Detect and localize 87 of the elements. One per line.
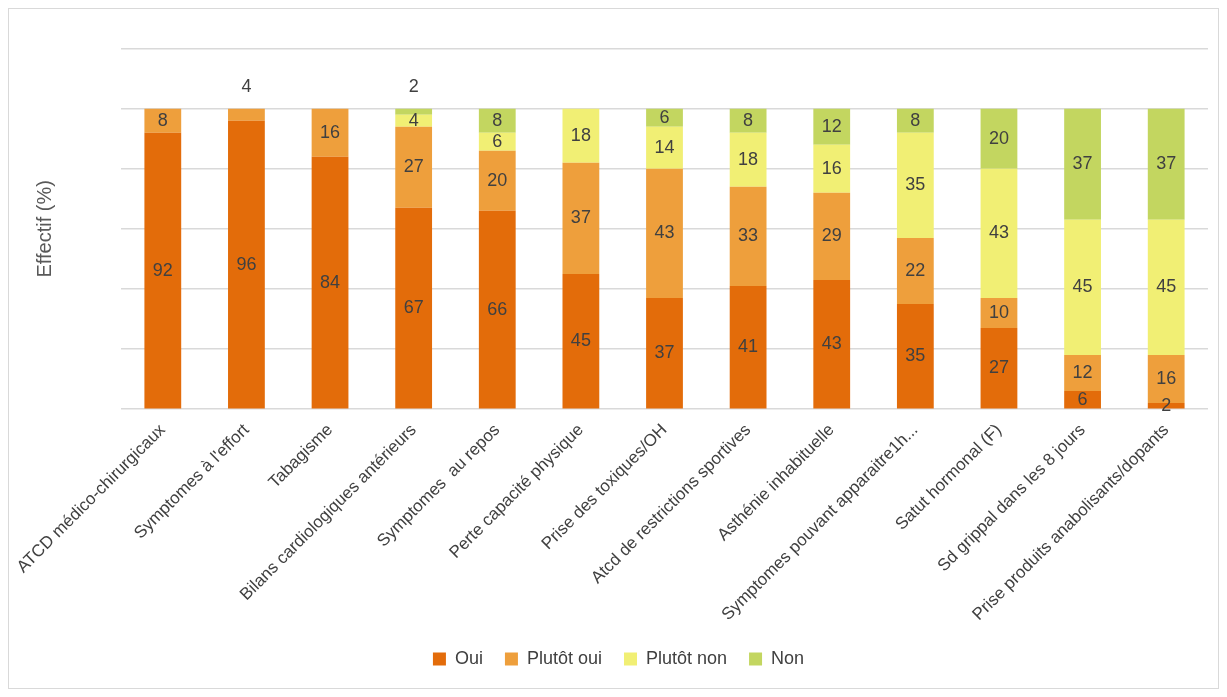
data-label: 41 xyxy=(738,336,759,357)
data-label: 20 xyxy=(988,127,1009,148)
bar xyxy=(311,108,349,157)
data-label: 96 xyxy=(236,253,257,274)
bar xyxy=(729,285,767,409)
data-label: 92 xyxy=(152,259,173,280)
bar xyxy=(729,108,767,133)
data-label: 16 xyxy=(1156,368,1177,389)
data-label: 43 xyxy=(654,222,675,243)
bar xyxy=(562,162,600,274)
data-label: 37 xyxy=(1156,153,1177,174)
data-label: 22 xyxy=(905,259,926,280)
bar xyxy=(395,108,433,115)
data-label: 35 xyxy=(905,345,926,366)
bar xyxy=(311,156,349,409)
data-label: 6 xyxy=(659,106,670,127)
bar xyxy=(478,108,516,133)
data-label: 18 xyxy=(570,124,591,145)
data-label: 45 xyxy=(1156,276,1177,297)
bar xyxy=(1147,219,1185,356)
data-label: 29 xyxy=(821,225,842,246)
data-label: 6 xyxy=(492,130,503,151)
bar xyxy=(980,168,1018,298)
bar xyxy=(896,132,934,238)
bar xyxy=(729,132,767,187)
data-label: 8 xyxy=(492,109,503,130)
bar xyxy=(478,210,516,409)
bar xyxy=(646,297,683,409)
bar xyxy=(729,186,767,286)
data-label: 18 xyxy=(738,148,759,169)
bar xyxy=(228,120,265,409)
bar xyxy=(813,279,851,409)
data-label: 66 xyxy=(487,298,508,319)
data-label: 8 xyxy=(910,109,921,130)
bar xyxy=(562,273,600,409)
data-label: 27 xyxy=(988,357,1009,378)
data-label: 16 xyxy=(320,121,341,142)
bar xyxy=(478,150,516,211)
data-label: 37 xyxy=(1072,153,1093,174)
data-label: 45 xyxy=(570,330,591,351)
bar xyxy=(896,108,934,133)
bar xyxy=(980,108,1018,169)
data-label: 37 xyxy=(654,342,675,363)
bar xyxy=(144,132,182,409)
data-label: 37 xyxy=(570,207,591,228)
bar xyxy=(896,303,934,409)
data-label: 8 xyxy=(743,109,754,130)
data-label: 43 xyxy=(821,333,842,354)
y-axis-title: Effectif (%) xyxy=(32,180,55,278)
data-label: 43 xyxy=(988,222,1009,243)
bar xyxy=(813,144,851,193)
data-label: 84 xyxy=(320,271,341,292)
data-label: 12 xyxy=(1072,362,1093,383)
bar xyxy=(1064,219,1101,356)
data-label: 20 xyxy=(487,169,508,190)
data-label: 8 xyxy=(157,109,168,130)
bar xyxy=(980,328,1018,409)
legend-label: Oui xyxy=(454,647,483,668)
legend-label: Non xyxy=(771,647,805,668)
data-label: 27 xyxy=(403,156,424,177)
bar xyxy=(896,237,934,304)
data-label: 4 xyxy=(241,75,252,96)
data-label: 45 xyxy=(1072,276,1093,297)
bar xyxy=(395,207,433,409)
data-label: 6 xyxy=(1077,388,1088,409)
bar xyxy=(144,108,182,133)
bar xyxy=(813,192,851,280)
legend-label: Plutôt oui xyxy=(526,647,602,668)
bar xyxy=(1064,355,1101,392)
data-label: 67 xyxy=(403,297,424,318)
bar xyxy=(813,108,851,145)
bar xyxy=(395,126,433,208)
bar xyxy=(1147,108,1185,220)
data-label: 35 xyxy=(905,174,926,195)
bar xyxy=(562,108,600,163)
data-label: 10 xyxy=(988,301,1009,322)
data-label: 12 xyxy=(821,115,842,136)
data-label: 14 xyxy=(654,136,675,157)
bar xyxy=(1064,108,1101,220)
bar xyxy=(646,168,683,298)
data-label: 16 xyxy=(821,157,842,178)
data-label: 2 xyxy=(408,75,419,96)
bar xyxy=(646,126,683,169)
data-label: 33 xyxy=(738,225,759,246)
legend-label: Plutôt non xyxy=(645,647,728,668)
bar xyxy=(228,108,265,121)
data-label: 4 xyxy=(408,109,419,130)
